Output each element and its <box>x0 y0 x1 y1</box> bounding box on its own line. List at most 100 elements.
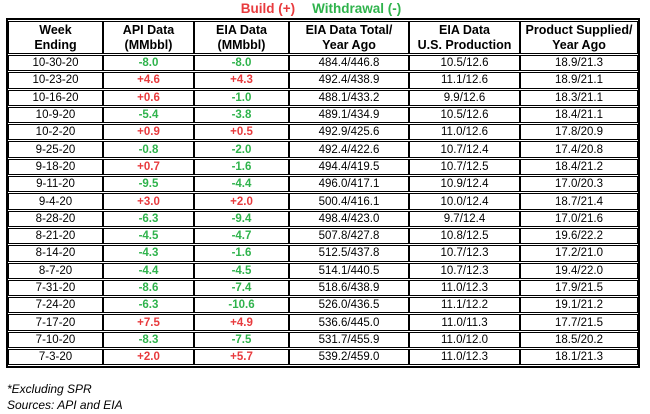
cell-week: 8-14-20 <box>8 245 103 262</box>
table-row: 10-16-20 +0.6 -1.0 488.1/433.2 9.9/12.6 18.3/… <box>8 89 638 106</box>
cell-eia: +4.3 <box>194 72 289 89</box>
cell-total: 489.1/434.9 <box>289 106 409 124</box>
table-row: 10-23-20 +4.6 +4.3 492.4/438.9 11.1/12.6 18.9… <box>8 72 638 89</box>
cell-total: 492.4/422.6 <box>289 141 409 158</box>
table-row: 10-30-20 -8.0 -8.0 484.4/446.8 10.5/12.6 18.9… <box>8 55 638 72</box>
cell-total: 539.2/459.0 <box>289 349 409 366</box>
cell-production: 10.7/12.3 <box>409 245 520 262</box>
footnotes: *Excluding SPR Sources: API and EIA <box>7 382 123 413</box>
cell-supplied: 17.0/20.3 <box>520 176 638 193</box>
cell-production: 11.0/12.6 <box>409 124 520 141</box>
cell-production: 10.8/12.5 <box>409 227 520 245</box>
cell-eia: +4.9 <box>194 314 289 331</box>
cell-eia: -2.0 <box>194 141 289 158</box>
cell-eia: -4.4 <box>194 176 289 193</box>
table-row: 7-10-20 -8.3 -7.5 531.7/455.9 11.0/12.0 18.5/… <box>8 331 638 349</box>
cell-supplied: 18.4/21.2 <box>520 158 638 176</box>
cell-eia: -8.0 <box>194 55 289 72</box>
cell-supplied: 19.1/21.2 <box>520 297 638 314</box>
cell-production: 9.7/12.4 <box>409 210 520 227</box>
cell-total: 494.4/419.5 <box>289 158 409 176</box>
cell-supplied: 18.4/21.1 <box>520 106 638 124</box>
table-row: 10-2-20 +0.9 +0.5 492.9/425.6 11.0/12.6 17.8/… <box>8 124 638 141</box>
cell-supplied: 17.7/21.5 <box>520 314 638 331</box>
table-row: 9-18-20 +0.7 -1.6 494.4/419.5 10.7/12.5 18.4/… <box>8 158 638 176</box>
cell-week: 8-21-20 <box>8 227 103 245</box>
cell-api: +4.6 <box>103 72 194 89</box>
footnote-excluding-spr: *Excluding SPR <box>7 382 92 396</box>
cell-total: 484.4/446.8 <box>289 55 409 72</box>
table-row: 8-28-20 -6.3 -9.4 498.4/423.0 9.7/12.4 17.0/2… <box>8 210 638 227</box>
table-row: 9-4-20 +3.0 +2.0 500.4/416.1 10.0/12.4 18.7/2… <box>8 193 638 210</box>
cell-week: 9-25-20 <box>8 141 103 158</box>
col-header-eia: EIA Data (MMbbl) <box>194 21 289 54</box>
cell-eia: +2.0 <box>194 193 289 210</box>
cell-api: -8.3 <box>103 331 194 349</box>
cell-eia: -9.4 <box>194 210 289 227</box>
cell-supplied: 18.1/21.3 <box>520 349 638 366</box>
cell-total: 492.4/438.9 <box>289 72 409 89</box>
cell-eia: -1.0 <box>194 89 289 106</box>
cell-total: 526.0/436.5 <box>289 297 409 314</box>
cell-production: 10.5/12.6 <box>409 55 520 72</box>
table-row: 7-24-20 -6.3 -10.6 526.0/436.5 11.1/12.2 19.1… <box>8 297 638 314</box>
cell-supplied: 18.3/21.1 <box>520 89 638 106</box>
col-header-production: EIA Data U.S. Production <box>409 21 520 54</box>
col-header-week: Week Ending <box>8 21 103 54</box>
cell-eia: -4.7 <box>194 227 289 245</box>
cell-week: 8-7-20 <box>8 262 103 279</box>
cell-production: 10.7/12.4 <box>409 141 520 158</box>
cell-eia: -4.5 <box>194 262 289 279</box>
cell-production: 9.9/12.6 <box>409 89 520 106</box>
col-header-total: EIA Data Total/Year Ago <box>289 21 409 54</box>
cell-week: 10-2-20 <box>8 124 103 141</box>
cell-api: +0.9 <box>103 124 194 141</box>
cell-total: 518.6/438.9 <box>289 279 409 297</box>
cell-production: 11.0/12.3 <box>409 349 520 366</box>
cell-supplied: 18.5/20.2 <box>520 331 638 349</box>
table-header-row: Week Ending API Data (MMbbl) EIA Data (MMbbl)… <box>8 21 638 54</box>
cell-week: 10-16-20 <box>8 89 103 106</box>
cell-eia: -10.6 <box>194 297 289 314</box>
cell-total: 507.8/427.8 <box>289 227 409 245</box>
cell-production: 10.7/12.5 <box>409 158 520 176</box>
cell-supplied: 19.6/22.2 <box>520 227 638 245</box>
cell-api: -6.3 <box>103 297 194 314</box>
cell-supplied: 17.8/20.9 <box>520 124 638 141</box>
cell-total: 536.6/445.0 <box>289 314 409 331</box>
cell-total: 531.7/455.9 <box>289 331 409 349</box>
cell-week: 9-18-20 <box>8 158 103 176</box>
col-header-supplied: Product Supplied/Year Ago <box>520 21 638 54</box>
cell-supplied: 19.4/22.0 <box>520 262 638 279</box>
table-row: 8-14-20 -4.3 -1.6 512.5/437.8 10.7/12.3 17.2/… <box>8 245 638 262</box>
table-row: 10-9-20 -5.4 -3.8 489.1/434.9 10.5/12.6 18.4/… <box>8 106 638 124</box>
cell-production: 10.7/12.3 <box>409 262 520 279</box>
footnote-sources: Sources: API and EIA <box>7 397 123 412</box>
cell-production: 10.9/12.4 <box>409 176 520 193</box>
cell-api: +0.6 <box>103 89 194 106</box>
cell-week: 8-28-20 <box>8 210 103 227</box>
cell-week: 9-4-20 <box>8 193 103 210</box>
cell-total: 512.5/437.8 <box>289 245 409 262</box>
cell-api: +0.7 <box>103 158 194 176</box>
cell-production: 10.5/12.6 <box>409 106 520 124</box>
cell-week: 7-3-20 <box>8 349 103 366</box>
inventory-table: Week Ending API Data (MMbbl) EIA Data (MMbbl)… <box>6 18 640 369</box>
table-row: 7-31-20 -8.6 -7.4 518.6/438.9 11.0/12.3 17.9/… <box>8 279 638 297</box>
cell-api: -5.4 <box>103 106 194 124</box>
cell-week: 7-24-20 <box>8 297 103 314</box>
table-row: 8-7-20 -4.4 -4.5 514.1/440.5 10.7/12.3 19.4/2… <box>8 262 638 279</box>
withdrawal-legend-label: Withdrawal (-) <box>312 1 402 16</box>
build-legend-label: Build (+) <box>240 1 296 16</box>
cell-api: -8.6 <box>103 279 194 297</box>
cell-supplied: 18.9/21.1 <box>520 72 638 89</box>
cell-eia: -3.8 <box>194 106 289 124</box>
cell-eia: -7.5 <box>194 331 289 349</box>
cell-week: 7-10-20 <box>8 331 103 349</box>
cell-total: 492.9/425.6 <box>289 124 409 141</box>
cell-api: +3.0 <box>103 193 194 210</box>
cell-api: -0.8 <box>103 141 194 158</box>
table-row: 9-25-20 -0.8 -2.0 492.4/422.6 10.7/12.4 17.4/… <box>8 141 638 158</box>
cell-api: -4.3 <box>103 245 194 262</box>
